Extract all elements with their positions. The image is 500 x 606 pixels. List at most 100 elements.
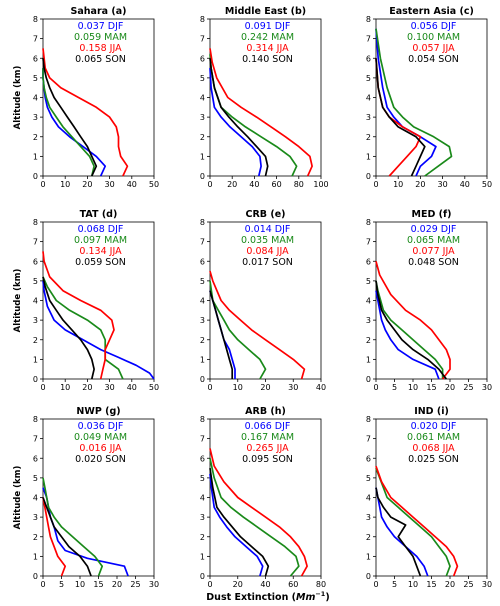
y-tick-label: 5 <box>33 277 38 286</box>
y-tick-label: 1 <box>200 552 205 561</box>
series-line-son <box>209 58 269 177</box>
y-tick-label: 4 <box>366 494 371 503</box>
y-tick-label: 3 <box>33 113 38 122</box>
x-tick-label: 20 <box>233 580 243 589</box>
x-tick-label: 60 <box>272 180 282 189</box>
legend-entry-jja: 0.084 JJA <box>246 246 289 257</box>
x-tick-label: 10 <box>60 383 70 392</box>
y-tick-label: 6 <box>200 54 205 63</box>
y-axis-label: Altitude (km) <box>13 269 23 333</box>
y-tick-label: 2 <box>366 533 371 542</box>
chart-panel: Sahara (a) 0 10 20 30 40 50 0 1 2 3 4 5 6 7 8 Altitude (… <box>13 6 159 189</box>
x-tick-label: 30 <box>105 383 115 392</box>
y-tick-label: 2 <box>200 533 205 542</box>
series-line-jja <box>375 261 451 380</box>
legend-entry-mam: 0.242 MAM <box>241 32 294 43</box>
chart-title: IND (i) <box>414 406 449 417</box>
x-tick-label: 10 <box>408 580 418 589</box>
x-axis-title: Dust Extinction (Mm−1) <box>206 590 329 603</box>
y-tick-label: 6 <box>200 257 205 266</box>
legend-entry-jja: 0.265 JJA <box>246 443 289 454</box>
legend-entry-mam: 0.061 MAM <box>407 432 460 443</box>
series-line-son <box>209 290 234 379</box>
x-tick-label: 0 <box>40 580 45 589</box>
y-tick-label: 7 <box>200 238 205 247</box>
y-tick-label: 5 <box>200 74 205 83</box>
chart-panel: TAT (d) 0 10 20 30 40 50 0 1 2 3 4 5 6 7 8 Altitude (km)… <box>13 209 159 392</box>
legend-entry-mam: 0.035 MAM <box>241 235 294 246</box>
legend-entry-jja: 0.068 JJA <box>412 443 455 454</box>
x-tick-label: 10 <box>233 383 243 392</box>
y-tick-label: 4 <box>366 94 371 103</box>
y-tick-label: 7 <box>366 435 371 444</box>
y-tick-label: 3 <box>33 316 38 325</box>
y-tick-label: 3 <box>200 316 205 325</box>
x-tick-label: 5 <box>392 383 397 392</box>
series-line-jja <box>42 48 129 177</box>
chart-title: CRB (e) <box>246 209 286 220</box>
y-tick-label: 8 <box>200 218 205 227</box>
legend-entry-jja: 0.158 JJA <box>79 43 122 54</box>
legend-entry-mam: 0.049 MAM <box>74 432 127 443</box>
series-line-jja <box>42 251 115 380</box>
x-tick-label: 20 <box>415 180 425 189</box>
x-tick-label: 10 <box>75 580 85 589</box>
y-tick-label: 7 <box>366 35 371 44</box>
y-tick-label: 5 <box>366 74 371 83</box>
legend-entry-jja: 0.057 JJA <box>412 43 455 54</box>
series-line-djf <box>209 473 264 577</box>
y-tick-label: 8 <box>366 415 371 424</box>
series-line-jja <box>209 48 313 177</box>
legend-entry-son: 0.095 SON <box>242 454 293 465</box>
y-tick-label: 4 <box>366 297 371 306</box>
x-tick-label: 50 <box>149 180 159 189</box>
x-tick-label: 50 <box>149 383 159 392</box>
chart-panel: CRB (e) 0 10 20 30 40 0 1 2 3 4 5 6 7 8 0.014 DJF0.035 … <box>200 209 326 392</box>
x-tick-label: 25 <box>463 580 473 589</box>
y-tick-label: 8 <box>366 15 371 24</box>
y-tick-label: 0 <box>200 572 205 581</box>
series-line-jja <box>42 497 67 577</box>
y-tick-label: 3 <box>366 513 371 522</box>
x-tick-label: 0 <box>373 383 378 392</box>
y-tick-label: 3 <box>366 113 371 122</box>
chart-panel: Middle East (b) 0 20 40 60 80 100 0 1 2 3 4 5 6 7 8 0.09… <box>200 6 329 189</box>
chart-title: ARB (h) <box>245 406 286 417</box>
series-line-jja <box>375 465 459 577</box>
y-tick-label: 7 <box>33 238 38 247</box>
y-tick-label: 4 <box>200 494 205 503</box>
legend-entry-djf: 0.037 DJF <box>78 21 124 32</box>
series-line-son <box>375 280 447 380</box>
series-line-jja <box>375 58 422 177</box>
y-tick-label: 1 <box>200 152 205 161</box>
x-tick-label: 60 <box>288 580 298 589</box>
y-tick-label: 2 <box>33 336 38 345</box>
chart-title: NWP (g) <box>76 406 120 417</box>
x-tick-label: 10 <box>60 180 70 189</box>
y-tick-label: 4 <box>200 297 205 306</box>
y-tick-label: 0 <box>366 572 371 581</box>
legend-entry-djf: 0.091 DJF <box>245 21 291 32</box>
x-tick-label: 20 <box>260 383 270 392</box>
legend-entry-jja: 0.314 JJA <box>246 43 289 54</box>
y-tick-label: 5 <box>33 74 38 83</box>
series-line-djf <box>42 280 155 380</box>
chart-title: MED (f) <box>412 209 452 220</box>
series-line-mam <box>375 467 451 577</box>
y-tick-label: 4 <box>33 94 38 103</box>
y-tick-label: 3 <box>200 513 205 522</box>
chart-panel: NWP (g) 0 5 10 15 20 25 30 0 1 2 3 4 5 6 7 8 Altitude (km… <box>13 406 159 589</box>
y-tick-label: 5 <box>33 474 38 483</box>
y-tick-label: 1 <box>33 355 38 364</box>
series-line-son <box>42 276 95 380</box>
y-tick-label: 1 <box>33 152 38 161</box>
x-tick-label: 0 <box>40 383 45 392</box>
y-axis-label: Altitude (km) <box>13 66 23 130</box>
legend-entry-mam: 0.167 MAM <box>241 432 294 443</box>
x-tick-label: 50 <box>482 180 492 189</box>
chart-panel: ARB (h) 0 20 40 60 80 0 1 2 3 4 5 6 7 8 0.066 DJF0.167 … <box>200 406 326 589</box>
legend-entry-djf: 0.036 DJF <box>78 421 124 432</box>
x-tick-label: 40 <box>460 180 470 189</box>
y-tick-label: 0 <box>200 172 205 181</box>
